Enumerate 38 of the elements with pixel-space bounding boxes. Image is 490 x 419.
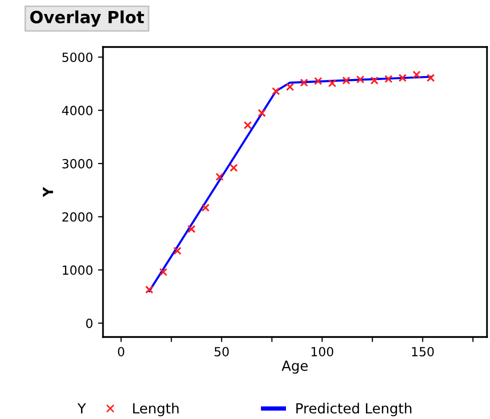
point: [272, 87, 280, 96]
point: [300, 78, 308, 87]
legend-label: Predicted Length: [296, 402, 412, 416]
point: [230, 164, 238, 172]
x-tick-label: 150: [412, 346, 434, 356]
point: [187, 224, 196, 234]
point: [244, 121, 252, 130]
point: [314, 76, 322, 86]
point: [398, 74, 407, 82]
point: [286, 82, 294, 91]
point: [145, 286, 154, 294]
y-axis-title: Y: [42, 186, 54, 198]
x-axis-title: Age: [282, 360, 308, 374]
y-tick-label: 5000: [62, 52, 92, 62]
point: [384, 74, 393, 84]
y-tick-label: 0: [86, 318, 92, 328]
point: [258, 108, 266, 118]
x-tick-label: 50: [214, 346, 229, 356]
point: [426, 74, 435, 82]
x-tick-label: 100: [312, 346, 334, 356]
y-tick-label: 1000: [62, 265, 92, 275]
point: [201, 204, 210, 212]
point: [342, 76, 350, 85]
y-tick-label: 2000: [62, 212, 92, 222]
legend-title: Y: [77, 403, 86, 414]
point: [159, 268, 168, 276]
chart-title: Overlay Plot: [30, 10, 144, 27]
point: [412, 70, 421, 79]
point: [328, 79, 336, 88]
y-tick-label: 3000: [62, 159, 92, 168]
point: [370, 76, 379, 85]
x-tick-label: 0: [118, 346, 124, 356]
point: [216, 172, 224, 181]
point: [173, 246, 182, 255]
legend-label: Length: [133, 402, 179, 416]
y-tick-label: 4000: [62, 106, 92, 116]
point: [356, 75, 364, 84]
line-series: [148, 76, 432, 292]
